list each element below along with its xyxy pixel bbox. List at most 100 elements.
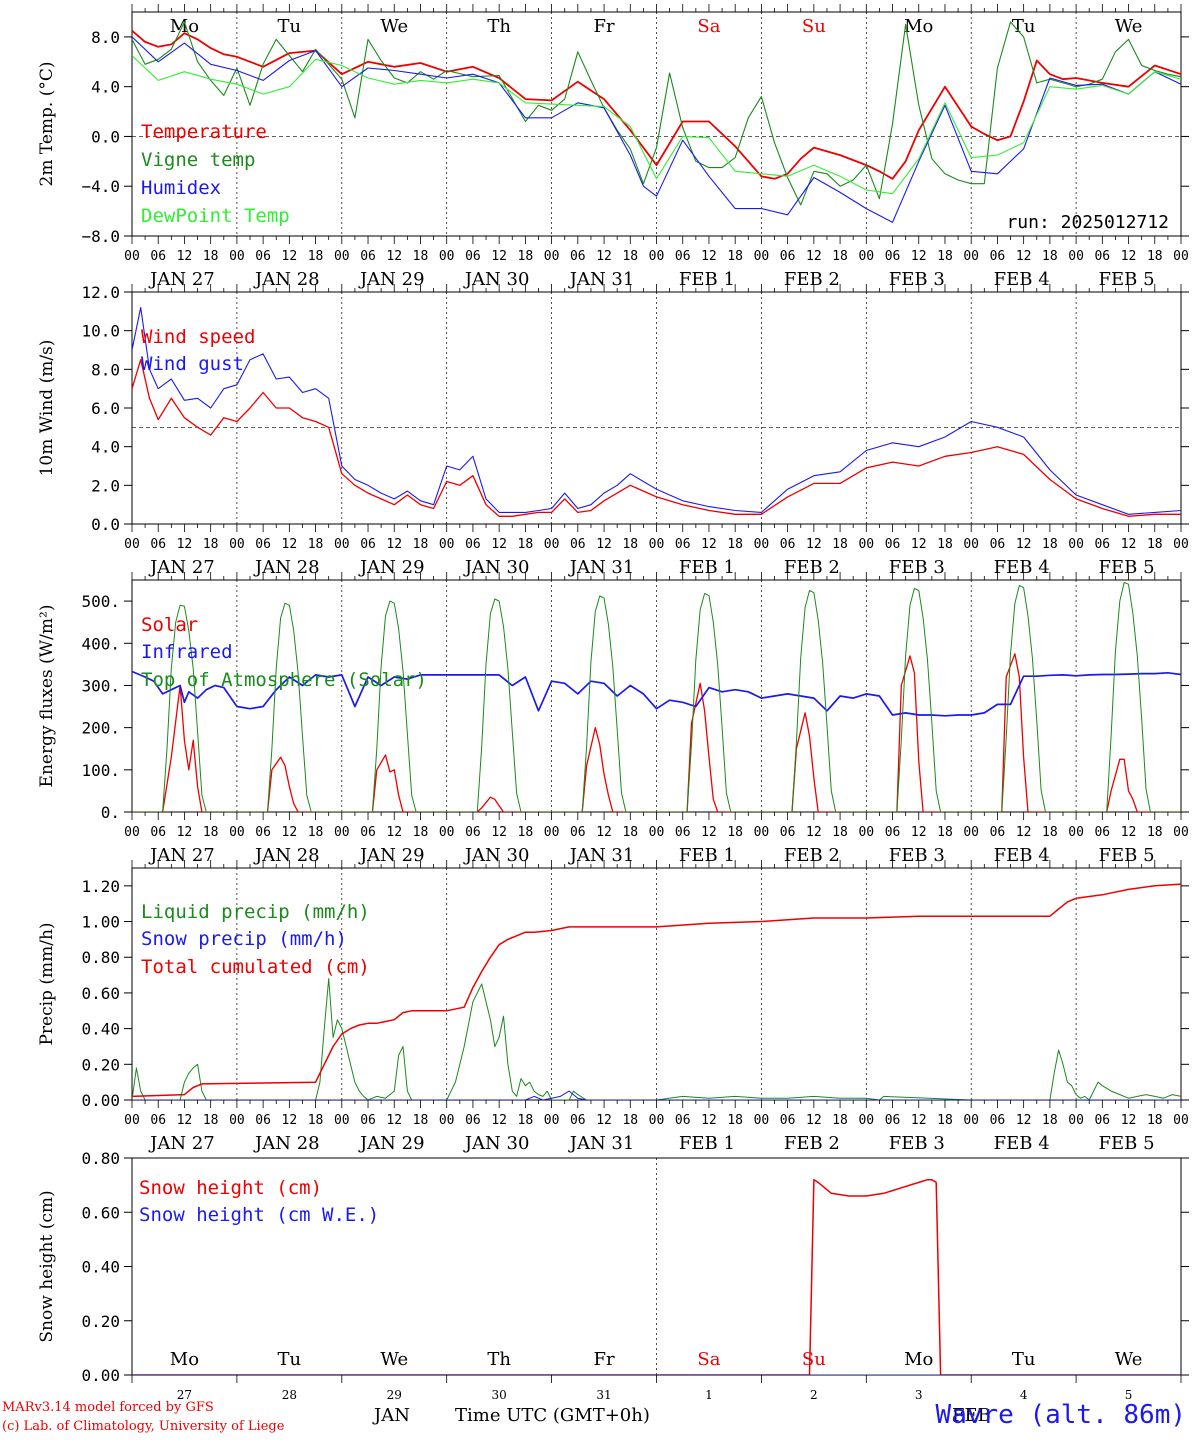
date-label: JAN 31 <box>568 1133 635 1154</box>
date-label: FEB 1 <box>679 557 735 578</box>
date-label: JAN 31 <box>568 269 635 290</box>
hour-tick-label: 06 <box>360 1113 376 1128</box>
hour-tick-label: 18 <box>727 249 743 264</box>
hour-tick-label: 06 <box>1094 537 1110 552</box>
hour-tick-label: 18 <box>727 825 743 840</box>
date-label: FEB 3 <box>889 845 945 866</box>
legend-entry: Snow height (cm) <box>139 1177 322 1199</box>
hour-tick-label: 06 <box>1094 249 1110 264</box>
hour-tick-label: 18 <box>518 1113 534 1128</box>
hour-tick-label: 12 <box>491 249 507 264</box>
y-tick-label: 0.40 <box>81 1258 120 1277</box>
hour-tick-label: 06 <box>570 825 586 840</box>
hour-tick-label: 00 <box>754 1113 770 1128</box>
chart-panel-1: 8.0 4.0 0.0 −4.0 −8.0 2m Temp. (°C) 00 06 12 18 00… <box>37 4 1189 290</box>
weekday-label: Tu <box>278 1349 302 1370</box>
y-tick-label: 2.0 <box>91 476 120 495</box>
y-tick-label: 8.0 <box>91 360 120 379</box>
day-number-label: 30 <box>492 1388 507 1402</box>
y-tick-label: 0.00 <box>81 1366 120 1385</box>
hour-tick-label: 18 <box>937 1113 953 1128</box>
hour-tick-label: 18 <box>1147 825 1163 840</box>
hour-tick-label: 18 <box>308 1113 324 1128</box>
y-tick-label: 0.80 <box>81 948 120 967</box>
hour-tick-label: 06 <box>465 537 481 552</box>
hour-tick-label: 00 <box>1173 249 1189 264</box>
date-label: FEB 5 <box>1099 269 1155 290</box>
hour-tick-label: 00 <box>334 825 350 840</box>
chart-panel-4: 1.20 1.00 0.80 0.60 0.40 0.20 0.00 Precip (mm/h… <box>37 860 1189 1154</box>
hour-tick-label: 00 <box>229 249 245 264</box>
chart-panel-5: 0.80 0.60 0.40 0.20 0.00 Snow height (cm) Mo Tu… <box>37 1149 1189 1402</box>
day-number-label: 29 <box>387 1388 402 1402</box>
hour-tick-label: 06 <box>360 249 376 264</box>
hour-tick-label: 00 <box>1068 825 1084 840</box>
y-axis-label: 10m Wind (m/s) <box>37 340 57 477</box>
weekday-label: Tu <box>278 16 302 37</box>
y-tick-label: 300. <box>81 676 120 695</box>
hour-tick-label: 12 <box>911 249 927 264</box>
hour-tick-label: 18 <box>518 825 534 840</box>
legend-entry: Wind speed <box>141 326 255 348</box>
hour-tick-label: 00 <box>649 249 665 264</box>
weekday-label: Mo <box>904 16 933 37</box>
date-label: JAN 28 <box>253 845 320 866</box>
weekday-label: Tu <box>1012 16 1036 37</box>
hour-tick-label: 18 <box>622 249 638 264</box>
hour-tick-label: 00 <box>229 1113 245 1128</box>
date-label: JAN 30 <box>463 269 530 290</box>
y-tick-label: 0.60 <box>81 1203 120 1222</box>
hour-tick-label: 00 <box>858 825 874 840</box>
date-label: FEB 4 <box>994 1133 1050 1154</box>
date-label: JAN 29 <box>358 557 425 578</box>
date-label: FEB 2 <box>784 1133 840 1154</box>
hour-tick-label: 00 <box>544 537 560 552</box>
date-label: FEB 3 <box>889 1133 945 1154</box>
hour-tick-label: 18 <box>413 825 429 840</box>
y-tick-label: 0.20 <box>81 1312 120 1331</box>
hour-tick-label: 12 <box>701 537 717 552</box>
hour-tick-label: 12 <box>1121 825 1137 840</box>
y-tick-label: −4.0 <box>81 177 120 196</box>
hour-tick-label: 06 <box>675 537 691 552</box>
y-axis-label: Energy fluxes (W/m²) <box>37 605 57 788</box>
series-line-liquid-precip-mm-h- <box>132 978 1181 1100</box>
hour-tick-label: 00 <box>124 1113 140 1128</box>
hour-tick-label: 06 <box>255 249 271 264</box>
hour-tick-label: 18 <box>1147 537 1163 552</box>
y-tick-label: 1.20 <box>81 877 120 896</box>
date-label: FEB 4 <box>994 269 1050 290</box>
date-label: JAN 30 <box>463 557 530 578</box>
hour-tick-label: 00 <box>858 537 874 552</box>
weekday-label: Fr <box>594 16 615 37</box>
hour-tick-label: 06 <box>780 1113 796 1128</box>
hour-tick-label: 18 <box>832 825 848 840</box>
hour-tick-label: 06 <box>780 537 796 552</box>
y-tick-label: 0.00 <box>81 1091 120 1110</box>
y-tick-label: 10.0 <box>81 322 120 341</box>
y-tick-label: 0.0 <box>91 515 120 534</box>
day-number-label: 27 <box>177 1388 192 1402</box>
series-line-top-of-atmosphere-solar- <box>132 582 1181 812</box>
hour-tick-label: 18 <box>937 249 953 264</box>
hour-tick-label: 12 <box>1121 537 1137 552</box>
date-label: FEB 4 <box>994 557 1050 578</box>
legend-entry: Top of Atmosphere (Solar) <box>141 669 427 691</box>
hour-tick-label: 06 <box>885 537 901 552</box>
legend-entry: Vigne temp <box>141 149 255 171</box>
hour-tick-label: 06 <box>360 537 376 552</box>
date-label: JAN 29 <box>358 1133 425 1154</box>
legend-entry: Solar <box>141 614 198 636</box>
hour-tick-label: 12 <box>177 1113 193 1128</box>
hour-tick-label: 12 <box>911 825 927 840</box>
weekday-label: Mo <box>170 1349 199 1370</box>
hour-tick-label: 00 <box>544 249 560 264</box>
hour-tick-label: 12 <box>806 249 822 264</box>
hour-tick-label: 00 <box>124 537 140 552</box>
weekday-label: We <box>380 1349 408 1370</box>
hour-tick-label: 00 <box>963 537 979 552</box>
station-name: Wavre (alt. 86m) <box>935 1400 1186 1430</box>
hour-tick-label: 18 <box>203 537 219 552</box>
y-tick-label: 0.20 <box>81 1055 120 1074</box>
hour-tick-label: 00 <box>1068 537 1084 552</box>
